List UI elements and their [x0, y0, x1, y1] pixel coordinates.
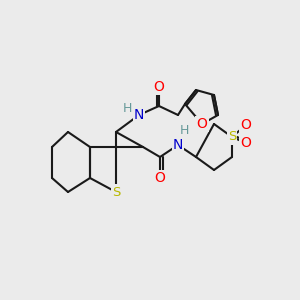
Text: S: S: [228, 130, 236, 143]
Text: S: S: [112, 185, 120, 199]
Text: N: N: [173, 138, 183, 152]
Text: H: H: [179, 124, 189, 137]
Text: O: O: [241, 136, 251, 150]
Text: O: O: [196, 117, 207, 131]
Text: O: O: [154, 171, 165, 185]
Text: N: N: [134, 108, 144, 122]
Text: O: O: [154, 80, 164, 94]
Text: H: H: [122, 101, 132, 115]
Text: O: O: [241, 118, 251, 132]
